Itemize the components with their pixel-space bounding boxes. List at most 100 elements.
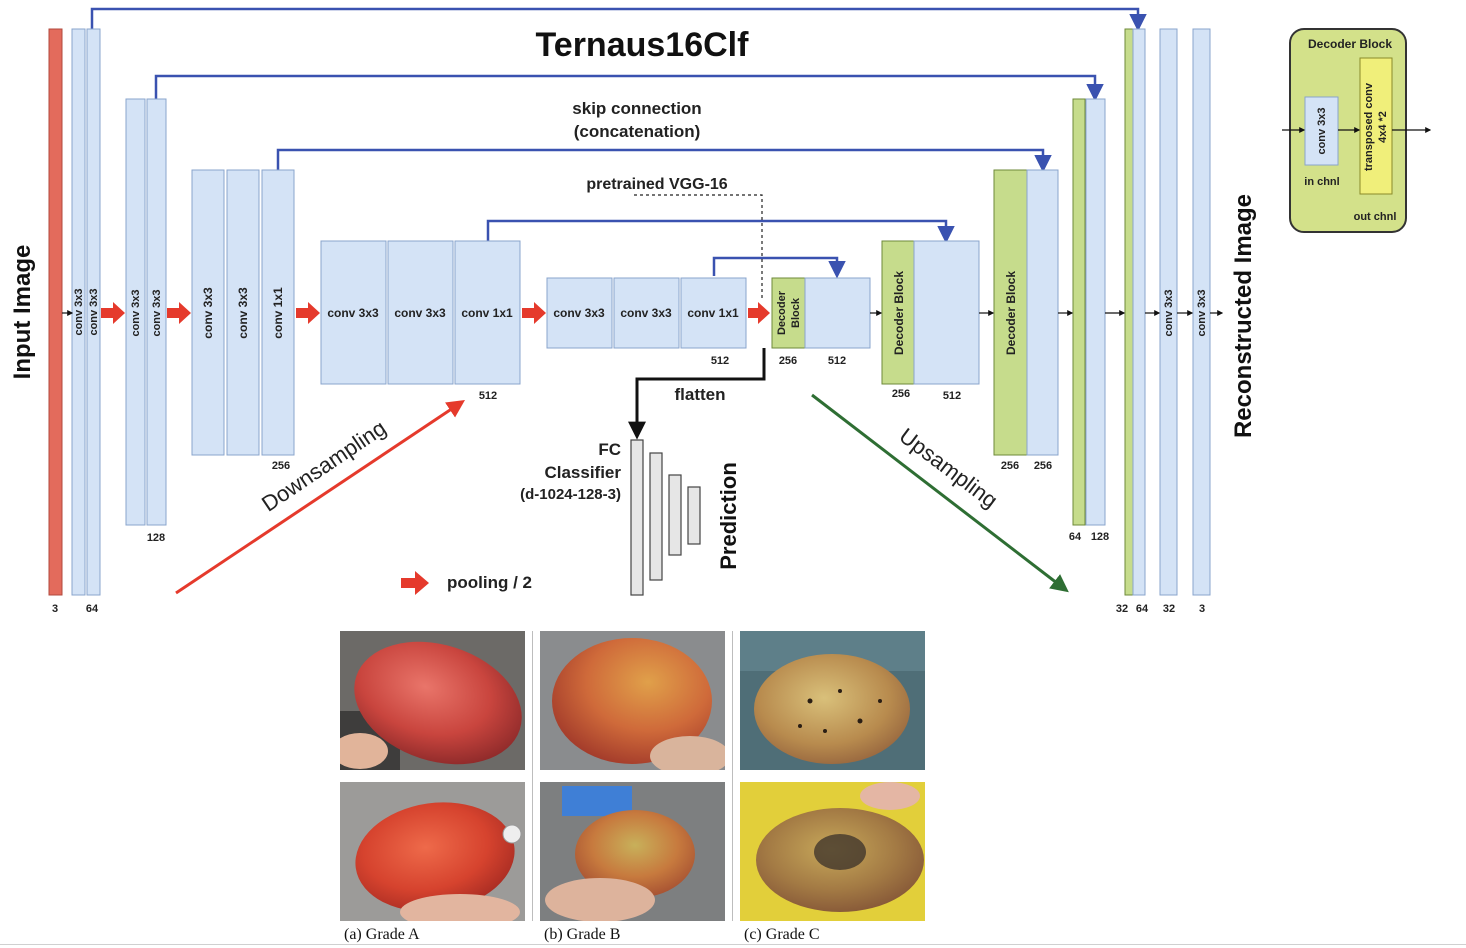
channel-label-32: 32	[1163, 603, 1175, 615]
flatten-arrow	[628, 348, 766, 440]
pooling-arrow	[101, 302, 125, 324]
decoder-block	[771, 277, 806, 349]
encoder-conv-block	[86, 28, 101, 596]
layer-label: conv 1x1	[271, 287, 285, 339]
photo-divider	[732, 631, 733, 921]
photo-grade-c-2	[740, 782, 925, 921]
layer-label: conv 3x3	[88, 288, 100, 335]
page-bottom-border	[0, 944, 1466, 945]
channel-label-64: 64	[86, 603, 99, 615]
layer-label: conv 3x3	[1196, 289, 1208, 336]
decoder-stage-2: Decoder Block 256 512	[881, 240, 980, 402]
encoder-conv-block	[125, 98, 146, 526]
encoder-stage-1: conv 3x3 conv 3x3 64	[71, 28, 101, 615]
channel-label-512: 512	[943, 390, 961, 402]
skip-arrow-4	[486, 219, 955, 244]
fc-layer	[649, 452, 663, 581]
fc-dims-label: (d-1024-128-3)	[520, 486, 621, 503]
pooling-arrow	[748, 302, 770, 324]
layer-label: conv 1x1	[687, 306, 739, 320]
channel-label-256: 256	[892, 388, 910, 400]
channel-label-64: 64	[1136, 603, 1149, 615]
channel-label-256: 256	[272, 460, 290, 472]
layer-label: conv 3x3	[553, 306, 605, 320]
pretrained-dashed-line	[634, 194, 763, 300]
legend-out-chnl: out chnl	[1354, 211, 1397, 223]
encoder-conv-block	[680, 277, 747, 349]
encoder-conv-block	[261, 169, 295, 456]
mango-photo	[540, 631, 725, 770]
decoder-stage-5: 32 64	[1116, 28, 1149, 615]
fc-layer	[630, 439, 644, 596]
encoder-conv-block	[613, 277, 680, 349]
fc-classifier	[630, 439, 701, 596]
layer-label: conv 3x3	[1163, 289, 1175, 336]
mango-photo	[740, 631, 925, 770]
prediction-label: Prediction	[716, 462, 741, 570]
photo-grade-a-1	[340, 631, 525, 770]
encoder-stage-4: conv 3x3 conv 3x3 conv 1x1 512	[320, 240, 521, 402]
layer-label: Decoder Block	[892, 271, 906, 355]
layer-label: Decoder	[776, 290, 788, 335]
pooling-arrow	[296, 302, 320, 324]
layer-label: conv 3x3	[620, 306, 672, 320]
encoder-stage-5: conv 3x3 conv 3x3 conv 1x1 512	[546, 277, 747, 367]
diagram-title: Ternaus16Clf	[536, 26, 750, 64]
decoder-concat-block	[1132, 28, 1146, 596]
encoder-stage-3: conv 3x3 conv 3x3 conv 1x1 256	[191, 169, 295, 472]
channel-label-256: 256	[1001, 460, 1019, 472]
photo-grade-b-1	[540, 631, 725, 770]
classifier-label: Classifier	[544, 463, 621, 482]
final-conv-layers: conv 3x3 conv 3x3 32 3	[1159, 28, 1211, 615]
decoder-block-legend: Decoder Block conv 3x3 transposed conv 4…	[1282, 28, 1432, 233]
channel-label-128: 128	[1091, 531, 1109, 543]
mango-photo	[340, 631, 525, 770]
legend-transposed-factor: 4x4 *2	[1377, 111, 1389, 143]
legend-transposed-block	[1359, 57, 1393, 195]
photo-grade-a-2	[340, 782, 525, 921]
decoder-block	[1124, 28, 1134, 596]
photo-grade-b-2	[540, 782, 725, 921]
encoder-conv-block	[146, 98, 167, 526]
layer-label: conv 3x3	[73, 288, 85, 335]
encoder-conv-block	[546, 277, 613, 349]
caption-grade-a: (a) Grade A	[344, 926, 420, 943]
pooling-arrows	[101, 302, 770, 324]
concatenation-label: (concatenation)	[574, 122, 701, 141]
channel-label-512: 512	[828, 355, 846, 367]
pooling-legend-label: pooling / 2	[447, 573, 532, 592]
mango-photo	[540, 782, 725, 921]
legend-transposed-label: transposed conv	[1363, 82, 1375, 171]
caption-grade-b: (b) Grade B	[544, 926, 621, 943]
skip-arrow-3	[276, 148, 1052, 173]
fc-layer	[668, 474, 682, 556]
layer-label: conv 1x1	[461, 306, 513, 320]
photo-divider	[532, 631, 533, 921]
skip-arrow-1	[90, 7, 1147, 32]
downsampling-arrow	[175, 400, 465, 595]
legend-conv-label: conv 3x3	[1316, 107, 1328, 154]
mango-photo	[740, 782, 925, 921]
decoder-block	[1072, 98, 1086, 526]
channel-label-3-output: 3	[1199, 603, 1205, 615]
layer-label: conv 3x3	[327, 306, 379, 320]
decoder-concat-block	[1026, 169, 1059, 456]
skip-connection-label: skip connection	[572, 99, 701, 118]
channel-label-64: 64	[1069, 531, 1082, 543]
upsampling-arrow	[811, 393, 1069, 593]
layer-label: conv 3x3	[151, 289, 163, 336]
decoder-concat-block	[804, 277, 871, 349]
layer-label: conv 3x3	[201, 287, 215, 339]
channel-label-3-input: 3	[52, 603, 58, 615]
input-image-block	[48, 28, 63, 596]
encoder-conv-block	[454, 240, 521, 385]
legend-conv-block	[1304, 96, 1339, 166]
layer-label: conv 3x3	[130, 289, 142, 336]
pooling-legend-arrow	[401, 571, 429, 595]
pretrained-vgg-label: pretrained VGG-16	[586, 176, 727, 193]
layer-label: Block	[790, 297, 802, 328]
caption-grade-c: (c) Grade C	[744, 926, 820, 943]
encoder-conv-block	[320, 240, 387, 385]
channel-label-32: 32	[1116, 603, 1128, 615]
pooling-arrow	[167, 302, 191, 324]
